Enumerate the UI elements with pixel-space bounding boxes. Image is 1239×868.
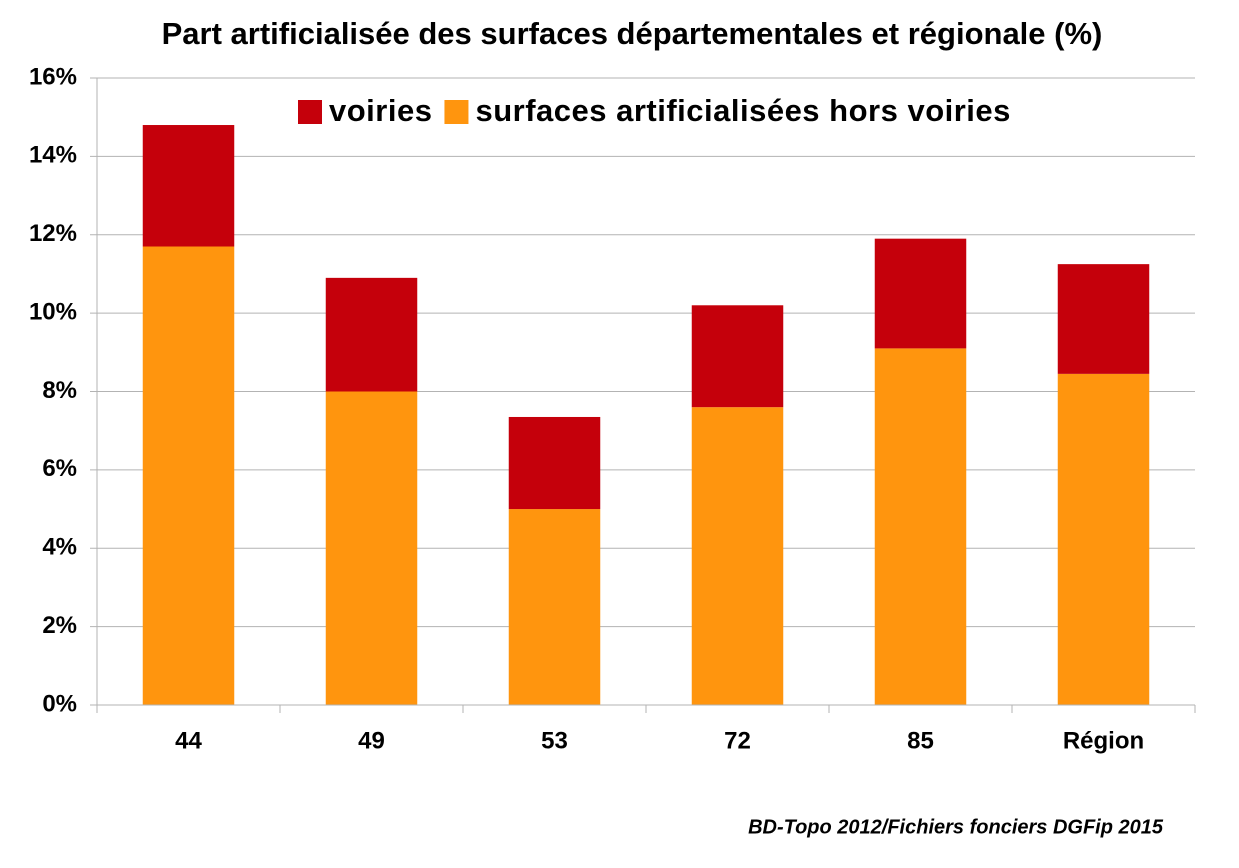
bar-segment xyxy=(691,305,784,408)
y-tick-label: 16% xyxy=(29,63,77,90)
x-tick-label: 85 xyxy=(907,727,934,754)
y-tick-label: 10% xyxy=(29,298,77,325)
y-tick-label: 12% xyxy=(29,220,77,247)
bar-segment xyxy=(874,348,967,705)
bar-segment xyxy=(1057,373,1150,705)
bar-segment xyxy=(508,416,601,510)
x-tick-label: 49 xyxy=(358,727,385,754)
y-tick-label: 4% xyxy=(42,534,77,561)
source-note: BD-Topo 2012/Fichiers fonciers DGFip 201… xyxy=(748,816,1164,838)
y-tick-label: 6% xyxy=(42,455,77,482)
chart-title: Part artificialisée des surfaces départe… xyxy=(162,16,1103,51)
bar-segment xyxy=(508,509,601,705)
legend-label: voiries xyxy=(329,93,432,128)
bar-segment xyxy=(691,407,784,705)
legend-label: surfaces artificialisées hors voiries xyxy=(475,93,1010,128)
y-tick-label: 14% xyxy=(29,142,77,169)
bar-segment xyxy=(874,238,967,349)
bar-segment xyxy=(325,277,418,392)
bar-segment xyxy=(142,246,235,705)
legend-swatch xyxy=(444,100,469,124)
y-tick-label: 0% xyxy=(42,690,77,717)
bar-segment xyxy=(142,125,235,247)
bar-segment xyxy=(325,391,418,705)
x-tick-label: Région xyxy=(1063,727,1144,754)
y-tick-label: 2% xyxy=(42,612,77,639)
x-tick-label: 72 xyxy=(724,727,751,754)
bar-segment xyxy=(1057,264,1150,374)
legend-swatch xyxy=(298,100,322,124)
x-tick-label: 53 xyxy=(541,727,568,754)
y-tick-label: 8% xyxy=(42,377,77,404)
x-tick-label: 44 xyxy=(175,727,202,754)
